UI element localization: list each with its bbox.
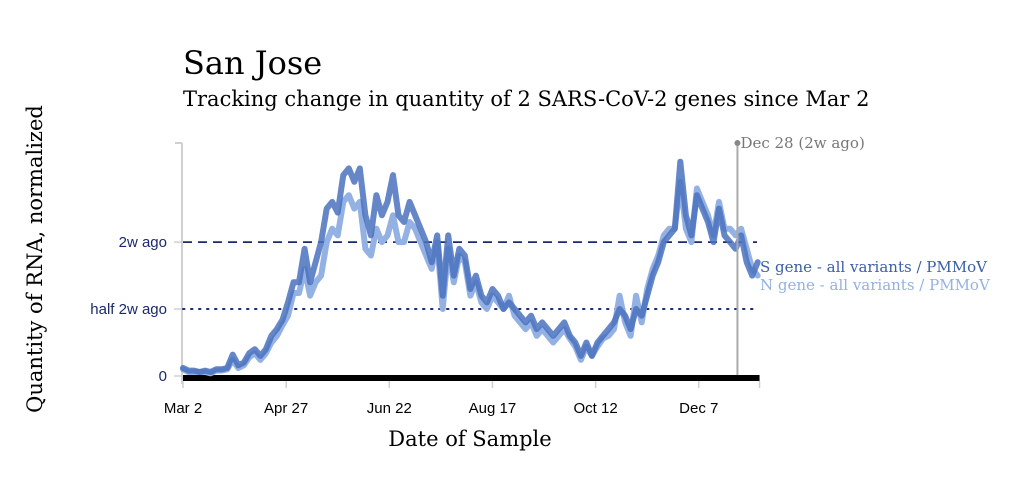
annotation-label: Dec 28 (2w ago) [740,134,864,152]
chart-title: San Jose [183,44,322,82]
legend-item-n-gene: N gene - all variants / PMMoV [760,276,991,294]
x-tick-label: Aug 17 [469,400,517,417]
y-tick-label: 0 [159,368,167,385]
x-tick-label: Dec 7 [679,400,718,417]
x-tick-label: Mar 2 [164,400,202,417]
axes: 0 half 2w ago 2w ago Mar 2 Apr 27 Jun 22 Aug 1… [90,142,761,417]
legend: S gene - all variants / PMMoV N gene - a… [760,258,991,294]
annotation-layer: Dec 28 (2w ago) [734,134,865,375]
x-tick-label: Oct 12 [574,400,618,417]
annotation-dot [734,140,741,146]
chart-subtitle: Tracking change in quantity of 2 SARS-Co… [183,87,869,111]
series-line-s-gene [180,158,761,375]
y-axis-title: Quantity of RNA, normalized [23,105,47,413]
series-layer [180,158,761,377]
x-tick-label: Apr 27 [264,400,308,417]
x-axis-title: Date of Sample [388,427,551,451]
reference-lines [182,241,758,311]
y-tick-label: 2w ago [119,234,167,251]
x-tick-label: Jun 22 [367,400,412,417]
y-tick-label: half 2w ago [90,301,167,318]
legend-item-s-gene: S gene - all variants / PMMoV [760,258,988,276]
